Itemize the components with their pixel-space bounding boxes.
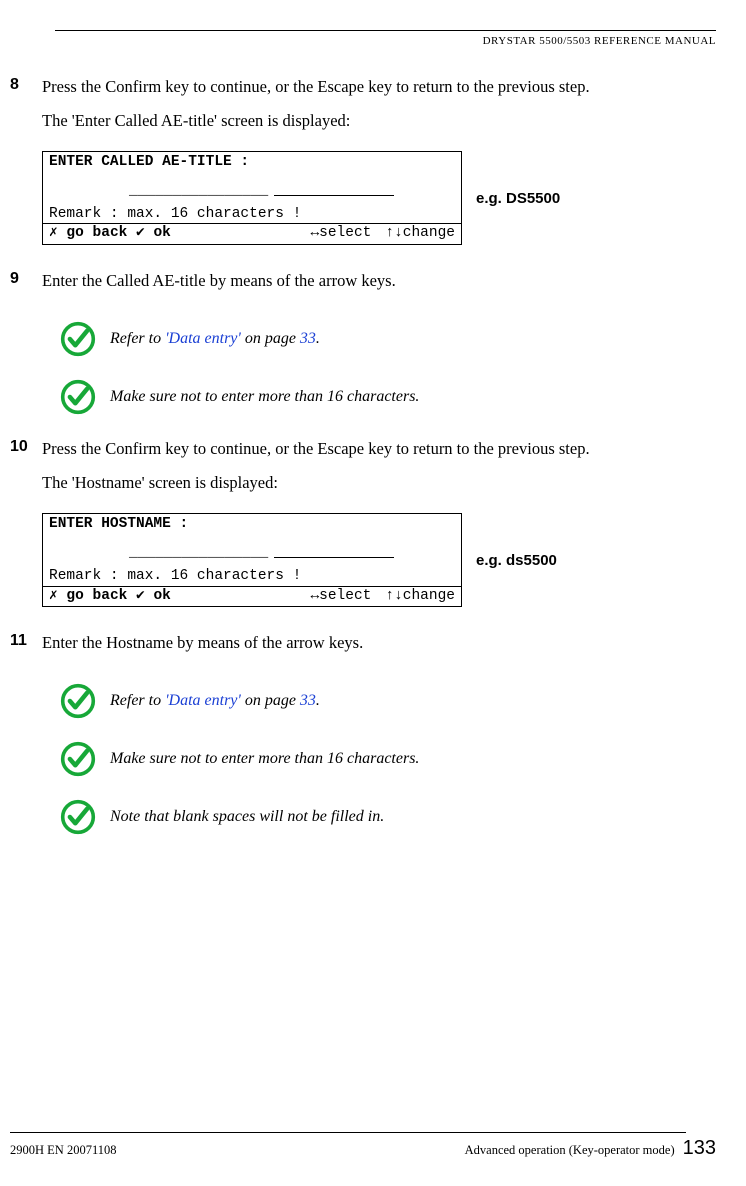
- note-text: Note that blank spaces will not be fille…: [110, 808, 384, 826]
- step-text: Press the Confirm key to continue, or th…: [42, 75, 716, 99]
- note-link[interactable]: 'Data entry': [165, 692, 241, 709]
- screen-title: ENTER HOSTNAME :: [49, 515, 455, 534]
- note-post: .: [316, 692, 320, 709]
- screen-host-row: ENTER HOSTNAME : ________________ Remark…: [42, 513, 716, 607]
- note-page[interactable]: 33: [300, 692, 316, 709]
- step-body: Enter the Hostname by means of the arrow…: [42, 631, 716, 665]
- footer-select: ↔select: [310, 224, 371, 243]
- footer-ok: ✔ ok: [127, 587, 171, 606]
- note-blanks: Note that blank spaces will not be fille…: [60, 799, 716, 835]
- input-placeholder-dashes: ________________: [129, 544, 268, 563]
- page-number: 133: [683, 1137, 716, 1160]
- step-number: 11: [10, 631, 42, 665]
- check-icon: [60, 799, 96, 835]
- step-11: 11 Enter the Hostname by means of the ar…: [10, 631, 716, 665]
- input-underline: [274, 186, 394, 196]
- note-text: Make sure not to enter more than 16 char…: [110, 388, 419, 406]
- screen-title: ENTER CALLED AE-TITLE :: [49, 153, 455, 172]
- step-text: Press the Confirm key to continue, or th…: [42, 437, 716, 461]
- input-placeholder-dashes: ________________: [129, 182, 268, 201]
- step-10: 10 Press the Confirm key to continue, or…: [10, 437, 716, 505]
- screen-remark: Remark : max. 16 characters !: [49, 205, 455, 224]
- note-pre: Refer to: [110, 692, 165, 709]
- step-number: 10: [10, 437, 42, 505]
- step-9: 9 Enter the Called AE-title by means of …: [10, 269, 716, 303]
- note-text: Make sure not to enter more than 16 char…: [110, 750, 419, 768]
- note-pre: Refer to: [110, 330, 165, 347]
- footer-docid: 2900H EN 20071108: [10, 1143, 116, 1158]
- check-icon: [60, 379, 96, 415]
- page-footer: 2900H EN 20071108 Advanced operation (Ke…: [10, 1132, 716, 1160]
- spacer: [371, 224, 385, 243]
- note-refer-2: Refer to 'Data entry' on page 33.: [60, 683, 716, 719]
- step-body: Enter the Called AE-title by means of th…: [42, 269, 716, 303]
- footer-rule: [10, 1132, 686, 1133]
- check-icon: [60, 683, 96, 719]
- note-link[interactable]: 'Data entry': [165, 330, 241, 347]
- footer-back: ✗ go back: [49, 587, 127, 606]
- step-number: 8: [10, 75, 42, 143]
- note-max16-2: Make sure not to enter more than 16 char…: [60, 741, 716, 777]
- step-text: The 'Hostname' screen is displayed:: [42, 471, 716, 495]
- spacer: [171, 224, 311, 243]
- screen-ae-row: ENTER CALLED AE-TITLE : ________________…: [42, 151, 716, 245]
- screen-ae: ENTER CALLED AE-TITLE : ________________…: [42, 151, 462, 245]
- note-mid: on page: [241, 692, 300, 709]
- footer-select: ↔select: [310, 587, 371, 606]
- step-text: The 'Enter Called AE-title' screen is di…: [42, 109, 716, 133]
- note-page[interactable]: 33: [300, 330, 316, 347]
- running-header: DRYSTAR 5500/5503 REFERENCE MANUAL: [55, 35, 716, 47]
- spacer: [171, 587, 311, 606]
- check-icon: [60, 321, 96, 357]
- footer-change: ↑↓change: [385, 587, 455, 606]
- example-label: e.g. ds5500: [476, 552, 557, 569]
- footer-section: Advanced operation (Key-operator mode): [465, 1143, 675, 1158]
- note-text: Refer to 'Data entry' on page 33.: [110, 330, 320, 348]
- screen-footer: ✗ go back ✔ ok ↔select ↑↓change: [43, 223, 461, 243]
- example-label: e.g. DS5500: [476, 190, 560, 207]
- input-underline: [274, 548, 394, 558]
- step-text: Enter the Called AE-title by means of th…: [42, 269, 716, 293]
- header-rule: [55, 30, 716, 31]
- note-max16-1: Make sure not to enter more than 16 char…: [60, 379, 716, 415]
- screen-footer: ✗ go back ✔ ok ↔select ↑↓change: [43, 586, 461, 606]
- note-text: Refer to 'Data entry' on page 33.: [110, 692, 320, 710]
- step-text: Enter the Hostname by means of the arrow…: [42, 631, 716, 655]
- screen-input-row: ________________: [49, 182, 455, 201]
- step-number: 9: [10, 269, 42, 303]
- footer-back: ✗ go back: [49, 224, 127, 243]
- step-8: 8 Press the Confirm key to continue, or …: [10, 75, 716, 143]
- screen-host: ENTER HOSTNAME : ________________ Remark…: [42, 513, 462, 607]
- screen-remark: Remark : max. 16 characters !: [49, 567, 455, 586]
- step-body: Press the Confirm key to continue, or th…: [42, 437, 716, 505]
- footer-change: ↑↓change: [385, 224, 455, 243]
- note-mid: on page: [241, 330, 300, 347]
- note-post: .: [316, 330, 320, 347]
- footer-ok: ✔ ok: [127, 224, 171, 243]
- screen-input-row: ________________: [49, 544, 455, 563]
- check-icon: [60, 741, 96, 777]
- step-body: Press the Confirm key to continue, or th…: [42, 75, 716, 143]
- note-refer-1: Refer to 'Data entry' on page 33.: [60, 321, 716, 357]
- spacer: [371, 587, 385, 606]
